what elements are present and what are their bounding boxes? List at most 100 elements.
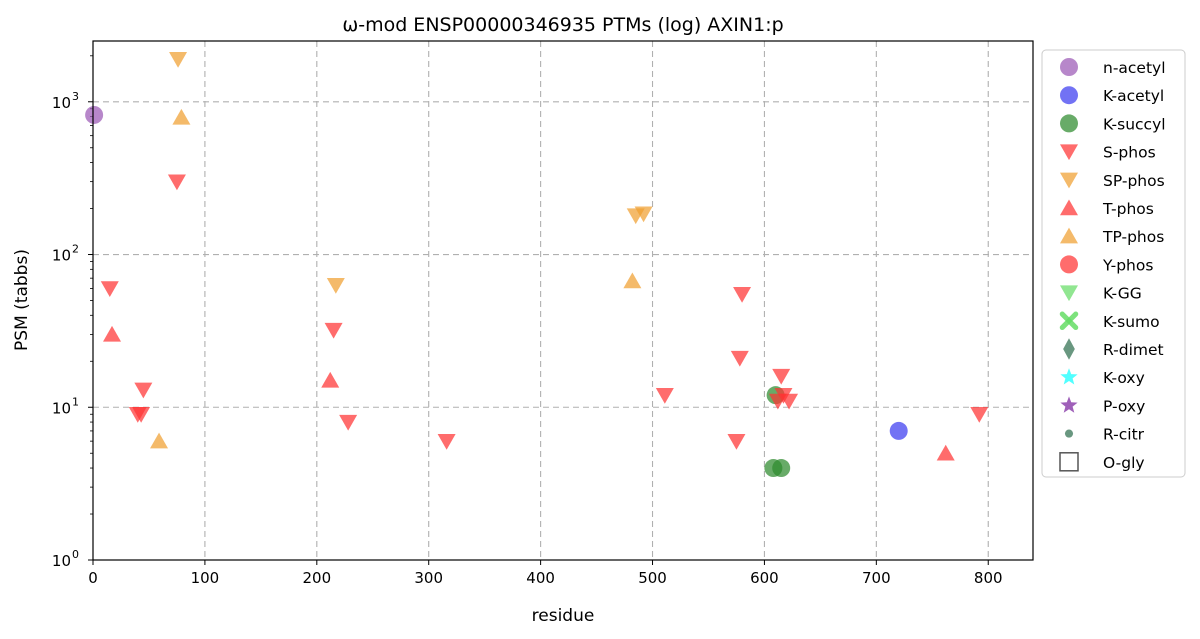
legend-item: K-sumo [1059,311,1160,331]
data-point-S-phos [132,407,151,423]
legend-marker [1060,144,1078,161]
legend-label: K-succyl [1103,115,1166,133]
legend-label: SP-phos [1103,172,1165,190]
y-tick-label: 10 [52,94,71,112]
data-point-S-phos [772,368,791,385]
legend-item: Y-phos [1060,255,1153,274]
legend-marker [1060,368,1078,385]
legend-label: R-citr [1103,426,1145,444]
y-tick-label: 10 [52,399,71,417]
x-tick-label: 0 [88,569,98,587]
legend-label: R-dimet [1103,341,1164,359]
data-point-S-phos [167,174,186,191]
legend-item: P-oxy [1060,396,1145,415]
data-point-T-phos [321,371,340,388]
legend-marker [1060,396,1078,413]
legend-item: S-phos [1060,144,1156,162]
y-tick-exponent: 3 [72,90,79,103]
data-point-SP-phos [634,206,653,223]
data-point-S-phos [100,281,119,297]
x-tick-label: 600 [750,569,779,587]
legend-label: K-sumo [1103,313,1160,331]
legend-marker [1063,338,1075,360]
legend-box [1041,49,1186,478]
legend-label: Y-phos [1102,256,1153,274]
legend-marker [1060,58,1078,76]
x-tick-label: 400 [526,569,555,587]
legend-marker [1059,452,1079,472]
plot-frame [92,40,1034,561]
legend-item: T-phos [1060,199,1154,218]
chart-title: ω-mod ENSP00000346935 PTMs (log) AXIN1:p [342,14,783,36]
y-tick-label: 10 [52,552,71,570]
legend-entries: n-acetyl K-acetyl K-succyl S-phos SP-phos T-p… [1059,58,1166,472]
data-point-n-acetyl [85,105,104,124]
data-point-S-phos [339,414,358,431]
data-point-S-phos [134,382,153,399]
legend-marker [1060,172,1078,189]
y-tick-exponent: 1 [72,395,79,408]
data-point-S-phos [324,322,343,339]
data-point-S-phos [655,387,674,404]
data-point-S-phos [730,350,749,367]
legend-label: TP-phos [1102,228,1164,246]
x-tick-label: 300 [414,569,443,587]
x-stroke [1059,311,1079,331]
legend-marker [1060,114,1078,133]
legend-label: P-oxy [1103,397,1145,415]
legend-marker [1060,199,1078,216]
legend-item: K-oxy [1060,368,1145,387]
data-point-K-succyl [772,459,791,478]
legend-item: O-gly [1059,452,1145,472]
legend-marker [1064,429,1074,438]
data-point-TP-phos [172,108,191,125]
legend-item: TP-phos [1060,227,1164,246]
legend-item: R-dimet [1063,338,1164,360]
x-tick-label: 700 [862,569,891,587]
legend-label: O-gly [1103,454,1145,472]
legend-item: R-citr [1064,426,1145,444]
x-axis-label: residue [532,606,595,626]
data-point-S-phos [733,286,752,303]
legend-item: SP-phos [1060,172,1165,190]
y-tick-exponent: 0 [72,548,79,561]
data-points [85,52,989,478]
legend-label: n-acetyl [1103,59,1166,77]
legend-label: K-GG [1103,285,1142,303]
legend-item: K-GG [1060,285,1142,303]
legend-item: K-succyl [1060,114,1166,133]
data-point-SP-phos [169,52,188,68]
data-point-S-phos [970,407,989,423]
data-point-TP-phos [150,432,169,449]
legend-label: K-oxy [1103,369,1145,387]
y-tick-exponent: 2 [72,243,79,256]
legend-marker [1060,285,1078,302]
legend-label: S-phos [1103,144,1156,162]
data-point-S-phos [727,433,746,450]
legend-marker [1059,311,1079,331]
grid [93,41,1033,560]
legend-marker [1060,86,1078,105]
x-tick-label: 200 [302,569,331,587]
x-tick-label: 500 [638,569,667,587]
legend-marker [1060,227,1078,244]
y-tick-label: 10 [52,247,71,265]
x-tick-label: 100 [191,569,220,587]
data-point-T-phos [103,325,122,342]
data-point-SP-phos [326,277,345,294]
legend-label: T-phos [1102,200,1154,218]
data-point-S-phos [437,433,456,450]
data-point-TP-phos [623,272,642,289]
y-axis-label: PSM (tabbs) [12,249,32,351]
data-point-T-phos [936,444,955,461]
legend-label: K-acetyl [1103,87,1164,105]
data-point-K-acetyl [889,421,908,440]
x-tick-label: 800 [974,569,1003,587]
data-point-S-phos [780,393,799,410]
legend-item: n-acetyl [1060,58,1166,77]
legend: n-acetyl K-acetyl K-succyl S-phos SP-phos T-p… [1041,49,1186,478]
legend-marker [1060,255,1078,274]
legend-item: K-acetyl [1060,86,1164,105]
